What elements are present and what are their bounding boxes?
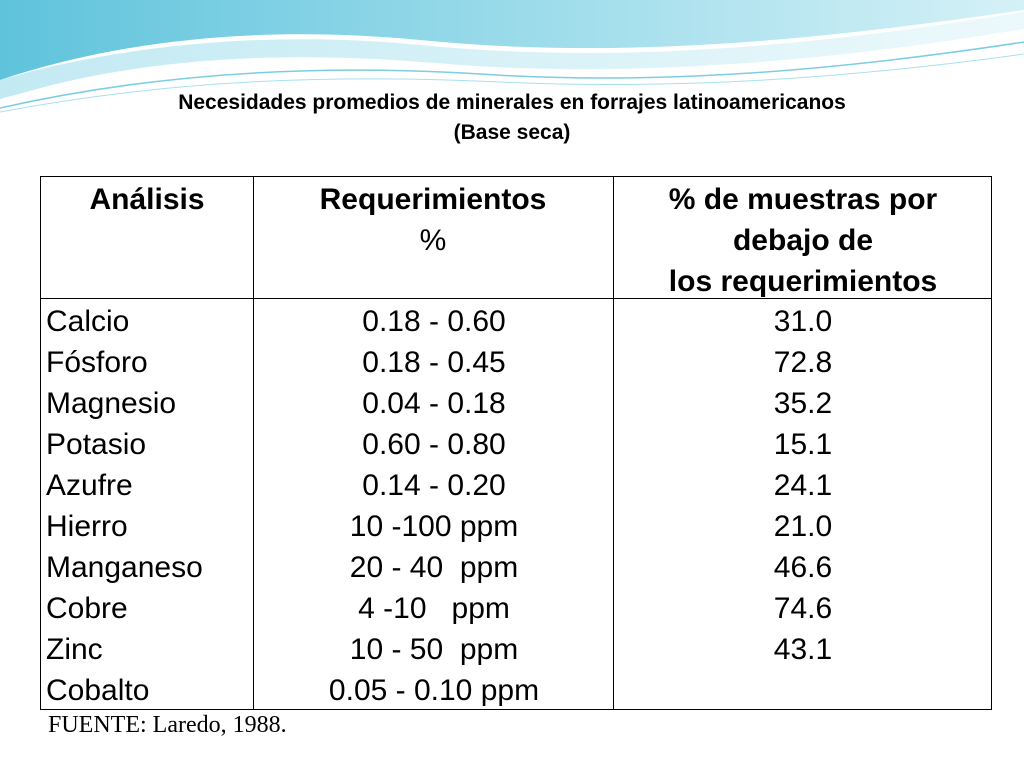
cell-analisis: Calcio <box>46 305 130 338</box>
cell-porcentaje: 24.1 <box>773 469 833 502</box>
source-note: FUENTE: Laredo, 1988. <box>48 712 287 738</box>
header-porcentaje-line1: % de muestras por <box>668 183 938 216</box>
cell-porcentaje: 15.1 <box>773 428 833 461</box>
header-requerimientos-label: Requerimientos <box>319 183 547 216</box>
cell-analisis: Hierro <box>46 510 128 543</box>
cell-requerimientos: 10 -100 ppm <box>349 510 519 543</box>
cell-analisis: Cobre <box>46 592 128 625</box>
cell-requerimientos: 4 -10 ppm <box>358 592 510 625</box>
cell-porcentaje: 43.1 <box>773 633 833 666</box>
cell-porcentaje: 46.6 <box>773 551 833 584</box>
column-divider <box>253 177 254 709</box>
cell-requerimientos: 10 - 50 ppm <box>349 633 519 666</box>
cell-analisis: Azufre <box>46 469 133 502</box>
header-porcentaje: % de muestras por debajo de los requerim… <box>613 179 993 302</box>
cell-porcentaje: 72.8 <box>773 346 833 379</box>
cell-requerimientos: 0.05 - 0.10 ppm <box>328 674 540 707</box>
cell-requerimientos: 0.18 - 0.45 <box>362 346 506 379</box>
cell-porcentaje: 35.2 <box>773 387 833 420</box>
column-porcentaje: 31.0 72.8 35.2 15.1 24.1 21.0 46.6 74.6 43.1 <box>615 301 991 670</box>
cell-analisis: Manganeso <box>46 551 203 584</box>
cell-analisis: Potasio <box>46 428 147 461</box>
slide-title: Necesidades promedios de minerales en fo… <box>0 88 1024 148</box>
cell-requerimientos: 20 - 40 ppm <box>349 551 519 584</box>
minerals-table: Análisis Requerimientos % % de muestras … <box>40 176 992 710</box>
cell-requerimientos: 0.14 - 0.20 <box>362 469 506 502</box>
header-porcentaje-line2: debajo de <box>732 224 874 257</box>
cell-porcentaje: 21.0 <box>773 510 833 543</box>
cell-analisis: Magnesio <box>46 387 177 420</box>
header-divider <box>41 298 991 299</box>
column-divider <box>613 177 614 709</box>
column-analisis: Calcio Fósforo Magnesio Potasio Azufre Hierro… <box>46 301 251 711</box>
header-analisis-label: Análisis <box>89 183 205 216</box>
header-analisis: Análisis <box>41 179 253 220</box>
cell-requerimientos: 0.18 - 0.60 <box>362 305 506 338</box>
header-porcentaje-line3: los requerimientos <box>668 265 938 298</box>
cell-analisis: Zinc <box>46 633 103 666</box>
cell-porcentaje: 74.6 <box>773 592 833 625</box>
cell-requerimientos: 0.04 - 0.18 <box>362 387 506 420</box>
cell-analisis: Fósforo <box>46 346 148 379</box>
cell-analisis: Cobalto <box>46 674 150 707</box>
header-requerimientos: Requerimientos % <box>253 179 613 261</box>
decorative-wave-header <box>0 0 1024 113</box>
cell-porcentaje: 31.0 <box>773 305 833 338</box>
slide-title-line2: (Base seca) <box>453 121 571 144</box>
column-requerimientos: 0.18 - 0.60 0.18 - 0.45 0.04 - 0.18 0.60 - … <box>255 301 613 711</box>
slide-title-line1: Necesidades promedios de minerales en fo… <box>178 91 846 114</box>
cell-requerimientos: 0.60 - 0.80 <box>362 428 506 461</box>
header-requerimientos-unit: % <box>419 224 447 257</box>
